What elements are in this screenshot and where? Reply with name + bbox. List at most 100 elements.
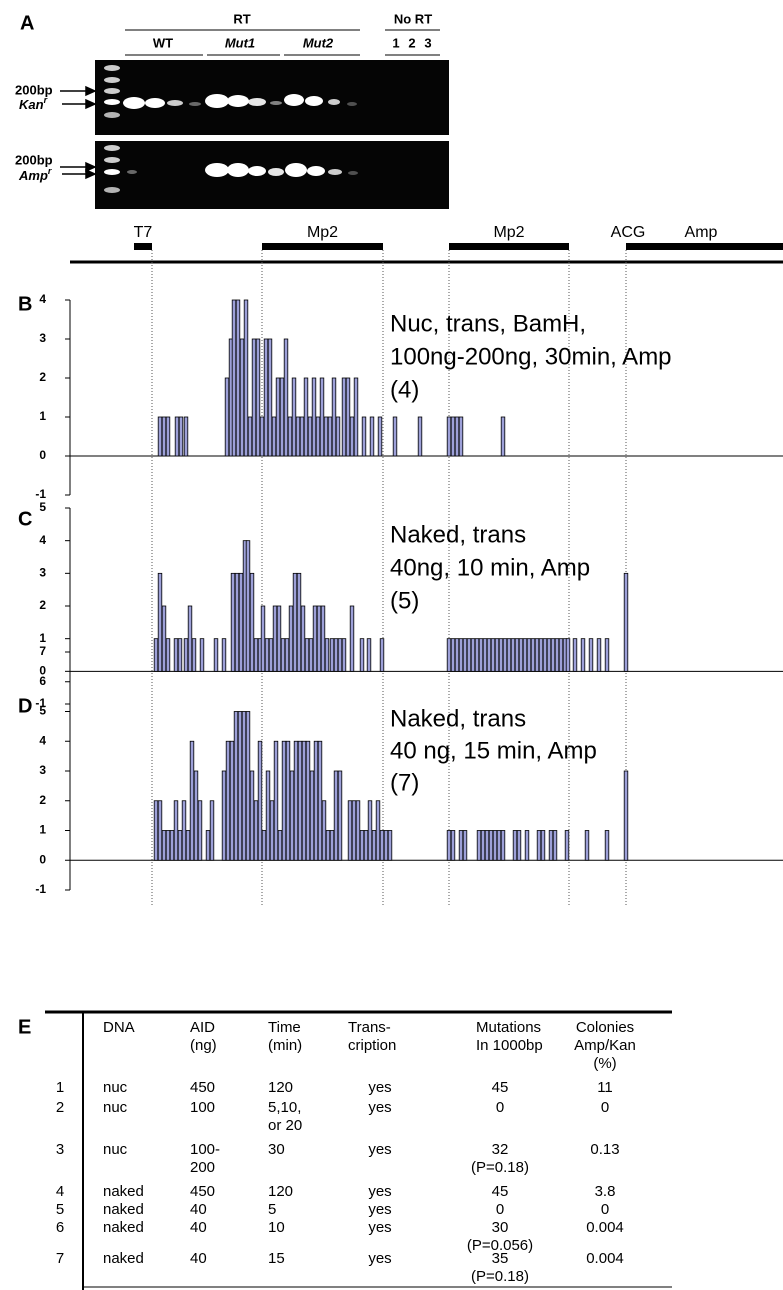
table-header: (ng) — [190, 1037, 217, 1054]
bar — [178, 416, 184, 457]
bar — [173, 638, 179, 672]
bar — [253, 638, 259, 672]
y-tick-label: 0 — [39, 664, 46, 678]
bar — [349, 416, 355, 457]
y-tick-label: 1 — [39, 631, 46, 645]
bar — [546, 638, 552, 672]
bar — [518, 638, 524, 672]
y-tick-label: 2 — [39, 793, 46, 807]
bar — [224, 377, 230, 457]
bar — [191, 638, 197, 672]
bar — [292, 572, 298, 672]
bar — [325, 830, 331, 861]
bar — [273, 740, 279, 861]
bar — [486, 638, 492, 672]
bar — [379, 830, 385, 861]
bar — [241, 711, 247, 861]
table-cell: 450 — [190, 1079, 215, 1096]
bar — [580, 638, 586, 672]
bar — [319, 377, 325, 457]
bar — [329, 638, 335, 672]
y-tick-label: 2 — [39, 370, 46, 384]
table-cell: yes — [368, 1219, 391, 1236]
bar — [260, 605, 266, 672]
bar — [161, 416, 167, 457]
bar — [329, 830, 335, 861]
bar — [231, 299, 237, 457]
table-header: Time — [268, 1019, 301, 1036]
bar — [446, 638, 452, 672]
bar — [462, 830, 468, 861]
bar — [498, 638, 504, 672]
bar — [371, 830, 377, 861]
bar — [363, 830, 369, 861]
table-cell: or 20 — [268, 1117, 302, 1134]
map-feature — [262, 243, 383, 250]
bar — [564, 830, 570, 861]
bar — [283, 338, 289, 457]
table-cell: 11 — [597, 1079, 613, 1096]
bar — [289, 770, 295, 861]
table-cell: yes — [368, 1183, 391, 1200]
table-cell: 40 — [190, 1219, 207, 1236]
table-cell: 3 — [56, 1141, 64, 1158]
bar — [496, 830, 502, 861]
bar — [458, 638, 464, 672]
bar — [300, 605, 306, 672]
bar — [446, 830, 452, 861]
gel-label: Mut1 — [225, 35, 255, 50]
panel-label: B — [18, 293, 32, 315]
bar — [303, 377, 309, 457]
bar — [233, 711, 239, 861]
bar — [492, 830, 498, 861]
table-header: Amp/Kan — [574, 1037, 636, 1054]
table-cell: 35 — [492, 1250, 509, 1267]
bar — [552, 830, 558, 861]
map-label: Amp — [685, 224, 718, 241]
bar — [572, 638, 578, 672]
bar — [341, 638, 347, 672]
bar — [305, 740, 311, 861]
table-cell: 6 — [56, 1219, 64, 1236]
bar — [548, 830, 554, 861]
bar — [299, 416, 305, 457]
bar — [280, 638, 286, 672]
bar — [253, 800, 259, 861]
bar — [234, 572, 240, 672]
bar — [312, 605, 318, 672]
bar — [500, 416, 506, 457]
bar — [510, 638, 516, 672]
annotation: (5) — [390, 587, 419, 614]
table-cell: 30 — [268, 1141, 285, 1158]
y-tick-label: -1 — [35, 487, 46, 501]
y-tick-label: 7 — [39, 644, 46, 658]
bar — [502, 638, 508, 672]
annotation: (7) — [390, 769, 419, 796]
bar — [237, 711, 243, 861]
bar — [307, 416, 313, 457]
bar — [335, 416, 341, 457]
bar — [251, 338, 257, 457]
bar — [174, 416, 180, 457]
bar — [584, 830, 590, 861]
gel-label: RT — [233, 11, 250, 26]
bar — [297, 740, 303, 861]
bar — [337, 638, 343, 672]
annotation: (4) — [390, 376, 419, 403]
bar — [247, 416, 253, 457]
bar — [293, 740, 299, 861]
bar — [387, 830, 393, 861]
gel-image — [95, 60, 449, 135]
table-header: AID — [190, 1019, 215, 1036]
bar — [243, 299, 249, 457]
table-cell: naked — [103, 1250, 144, 1267]
table-cell: 30 — [492, 1219, 509, 1236]
bar — [189, 740, 195, 861]
table-cell: 5,10, — [268, 1099, 301, 1116]
bar — [450, 416, 456, 457]
table-header: DNA — [103, 1019, 135, 1036]
annotation: 40ng, 10 min, Amp — [390, 554, 590, 581]
bar — [534, 638, 540, 672]
bar — [351, 800, 357, 861]
bar — [225, 740, 231, 861]
